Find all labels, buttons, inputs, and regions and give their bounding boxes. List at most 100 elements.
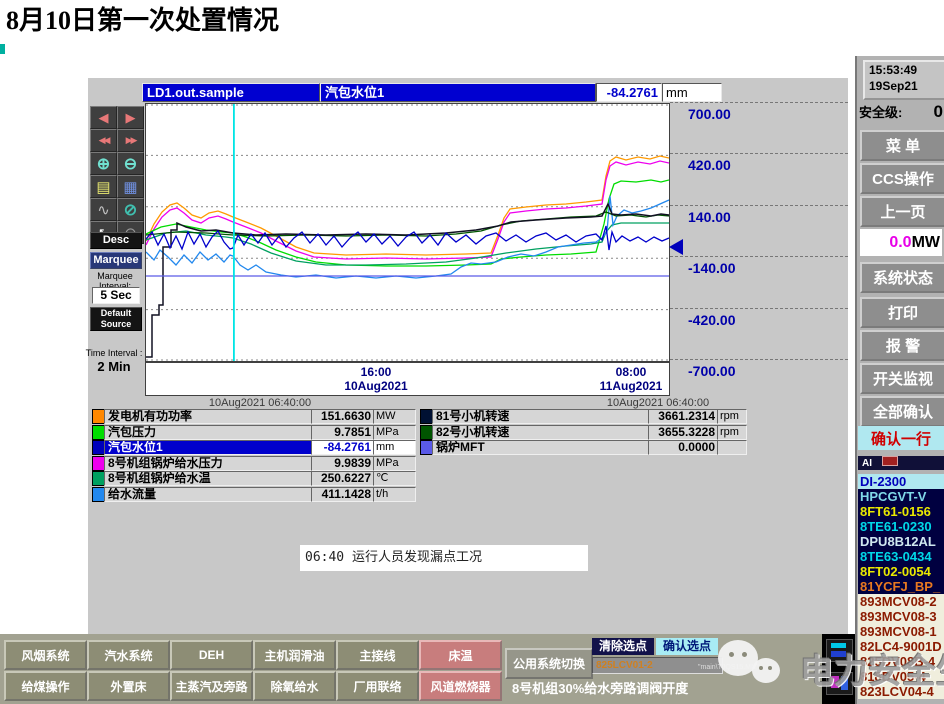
pen-name[interactable]: 汽包水位1	[104, 440, 312, 455]
prev-page-button[interactable]: 上一页	[860, 196, 944, 227]
nav-button-fengdao[interactable]: 风道燃烧器	[419, 671, 502, 701]
alarm-item[interactable]: 893MCV08-2	[858, 594, 944, 609]
pen-value: 9.9839	[311, 455, 374, 471]
y-axis: 700.00 420.00 140.00 -140.00 -420.00 -700.00	[670, 102, 848, 383]
print-button[interactable]: 打印	[860, 297, 944, 328]
trend-pen-name-box[interactable]: 汽包水位1	[320, 83, 596, 102]
nav-button-chuyang[interactable]: 除氧给水	[253, 671, 336, 701]
page-back-glyph: ◀◀	[98, 135, 111, 145]
nav-button-chuangwen[interactable]: 床温	[419, 640, 502, 670]
mw-readout: 0.0 MW	[860, 229, 942, 256]
mw-value: 0.0	[889, 233, 912, 251]
trend-curve	[145, 195, 670, 279]
pen-unit: mm	[373, 440, 416, 455]
alarm-item[interactable]: 82LC4-9001D	[858, 639, 944, 654]
nav-button-runhuayou[interactable]: 主机润滑油	[253, 640, 336, 670]
trend-plot-area[interactable]	[145, 103, 670, 362]
desc-button[interactable]: Desc	[90, 232, 142, 249]
step-forward-glyph: ▶	[125, 109, 136, 125]
confirm-point-tab[interactable]: 确认选点	[656, 638, 718, 655]
panel-glyph: ▤	[96, 178, 111, 196]
ai-label: AI	[862, 458, 872, 469]
ack-line-button[interactable]: 确认一行	[858, 426, 944, 450]
nav-button-geimei[interactable]: 给煤操作	[4, 671, 87, 701]
ccs-button[interactable]: CCS操作	[860, 163, 944, 194]
clear-icon[interactable]: ⊘	[117, 198, 144, 221]
corner-dock	[822, 634, 855, 704]
page-back-icon[interactable]: ◀◀	[90, 129, 117, 152]
y-gridline	[670, 204, 848, 206]
clear-point-tab[interactable]: 清除选点	[592, 638, 654, 655]
alarm-item[interactable]: 81YCFJ_BP_	[858, 579, 944, 594]
y-gridline	[670, 256, 848, 258]
pen-unit	[717, 440, 747, 455]
nav-button-qishui[interactable]: 汽水系统	[87, 640, 170, 670]
zoom-in-glyph: ⊕	[96, 155, 111, 173]
trend-current-value: -84.2761	[596, 83, 662, 102]
system-status-button[interactable]: 系统状态	[860, 262, 944, 293]
alarm-item[interactable]: DI-2300	[858, 474, 944, 489]
pen-name[interactable]: 82号小机转速	[432, 424, 649, 440]
nav-button-waizhichuang[interactable]: 外置床	[87, 671, 170, 701]
alarm-button[interactable]: 报 警	[860, 330, 944, 361]
nav-button-zhujiexian[interactable]: 主接线	[336, 640, 419, 670]
page-forward-icon[interactable]: ▶▶	[117, 129, 144, 152]
trend-marks-icon[interactable]: ∿	[90, 198, 117, 221]
ai-status-bar: AI	[858, 456, 944, 470]
time-interval-value: 2 Min	[97, 359, 131, 374]
time-cursor	[233, 104, 235, 361]
trend-curve	[145, 160, 670, 260]
marquee-interval-label: Marquee Interval:	[97, 271, 133, 291]
common-system-switch-button[interactable]: 公用系统切换	[505, 648, 593, 679]
alarm-item[interactable]: 8FT61-0156	[858, 504, 944, 519]
pen-name[interactable]: 81号小机转速	[432, 409, 649, 424]
pen-value: 151.6630	[311, 409, 374, 424]
nav-button-deh[interactable]: DEH	[170, 640, 253, 670]
alarm-item[interactable]: 893MCV08-3	[858, 609, 944, 624]
pen-name[interactable]: 给水流量	[104, 486, 312, 502]
sidebar: 15:53:49 19Sep21 安全级: 0 菜 单 CCS操作 上一页 0.…	[855, 56, 944, 704]
trend-curves	[145, 104, 670, 361]
alarm-item[interactable]: 8TE61-0230	[858, 519, 944, 534]
y-tick-label: 420.00	[688, 157, 731, 174]
panel-icon[interactable]: ▤	[90, 175, 117, 198]
security-level: 安全级: 0	[859, 102, 943, 122]
alarm-item[interactable]: 823LCV04-4	[858, 684, 944, 699]
display-icon[interactable]	[826, 639, 853, 662]
default-source-button[interactable]: Default Source	[90, 307, 142, 331]
trend-source-box[interactable]: LD1.out.sample	[142, 83, 320, 102]
pen-name[interactable]: 8号机组锅炉给水温	[104, 471, 312, 486]
x-tick-2-time: 08:00	[615, 365, 647, 379]
step-forward-icon[interactable]: ▶	[117, 106, 144, 129]
marquee-interval-value[interactable]: 5 Sec	[92, 287, 140, 304]
cursor-timestamp-right: 10Aug2021 06:40:00	[606, 397, 710, 409]
marquee-button[interactable]: Marquee	[90, 252, 142, 269]
alarm-item[interactable]: HPCGVT-V	[858, 489, 944, 504]
grid-icon[interactable]: ▦	[117, 175, 144, 198]
nav-button-fengyan[interactable]: 风烟系统	[4, 640, 87, 670]
y-tick-label: 140.00	[688, 208, 731, 225]
alarm-item[interactable]: 893MCV08-1	[858, 624, 944, 639]
x-tick-1: 16:00 10Aug2021	[321, 365, 431, 393]
alarm-item[interactable]: 825DV08B-4	[858, 654, 944, 669]
alarm-item[interactable]: 8TE63-0434	[858, 549, 944, 564]
step-back-icon[interactable]: ◀	[90, 106, 117, 129]
pen-name[interactable]: 发电机有功功率	[104, 409, 312, 424]
pen-value: 250.6227	[311, 471, 374, 486]
pen-name[interactable]: 汽包压力	[104, 424, 312, 440]
console-icon[interactable]	[826, 672, 853, 695]
pen-name[interactable]: 8号机组锅炉给水压力	[104, 455, 312, 471]
alarm-item[interactable]: 818DV05-4	[858, 669, 944, 684]
zoom-out-icon[interactable]: ⊖	[117, 152, 144, 175]
zoom-in-icon[interactable]: ⊕	[90, 152, 117, 175]
x-tick-2-date: 11Aug2021	[599, 379, 663, 393]
menu-button[interactable]: 菜 单	[860, 130, 944, 161]
pen-name[interactable]: 锅炉MFT	[432, 440, 649, 455]
alarm-item[interactable]: DPU8B12AL	[858, 534, 944, 549]
ack-all-button[interactable]: 全部确认	[860, 396, 944, 427]
nav-button-changyong[interactable]: 厂用联络	[336, 671, 419, 701]
nav-button-zhuzhengqi[interactable]: 主蒸汽及旁路	[170, 671, 253, 701]
alarm-item[interactable]: 8FT02-0054	[858, 564, 944, 579]
pen-unit: rpm	[717, 409, 747, 424]
switch-monitor-button[interactable]: 开关监视	[860, 363, 944, 394]
